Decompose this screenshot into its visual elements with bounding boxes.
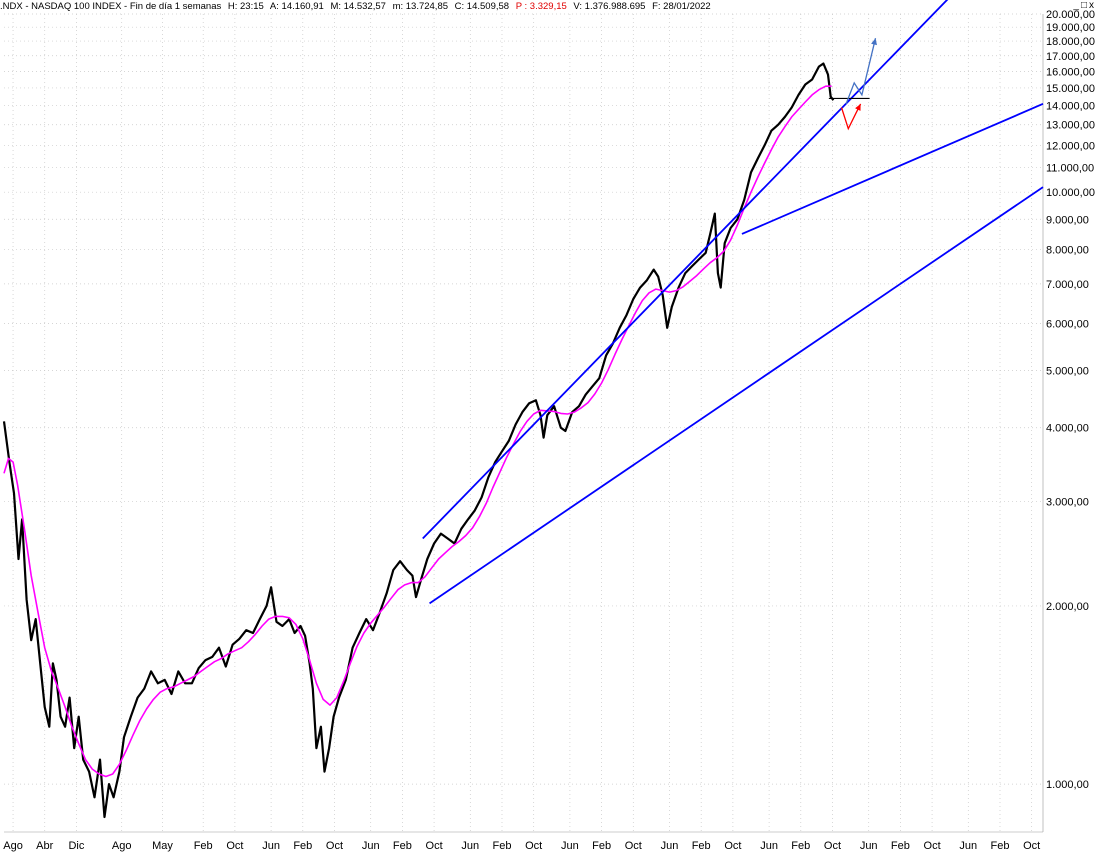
x-tick-label: Jun: [362, 840, 380, 852]
projection-up-arrowhead: [871, 38, 877, 46]
y-tick-label: 6.000,00: [1046, 319, 1089, 331]
y-tick-label: 1.000,00: [1046, 779, 1089, 791]
window-controls[interactable]: _□x: [1073, 0, 1096, 11]
y-tick-label: 10.000,00: [1046, 187, 1095, 199]
y-tick-label: 19.000,00: [1046, 22, 1095, 34]
x-tick-label: Oct: [824, 840, 841, 852]
x-tick-label: Jun: [860, 840, 878, 852]
y-tick-label: 14.000,00: [1046, 101, 1095, 113]
date-label: F: 28/01/2022: [652, 1, 711, 12]
x-tick-label: Feb: [891, 840, 910, 852]
trend-line-2: [429, 186, 1044, 605]
trend-line-1: [422, 0, 949, 540]
max-label: M: 14.532,57: [330, 1, 386, 12]
x-tick-label: Jun: [561, 840, 579, 852]
y-axis: 1.000,00 2.000,00 3.000,00 4.000,00 5.000,00…: [1042, 9, 1095, 832]
x-tick-label: May: [152, 840, 173, 852]
annotations: [828, 38, 877, 131]
y-tick-label: 16.000,00: [1046, 66, 1095, 78]
y-tick-label: 9.000,00: [1046, 214, 1089, 226]
y-tick-label: 15.000,00: [1046, 83, 1095, 95]
close-label: C: 14.509,58: [454, 1, 510, 12]
moving-average-line: [3, 85, 832, 778]
y-tick-label: 2.000,00: [1046, 601, 1089, 613]
price-series-line: [2, 62, 835, 819]
x-tick-label: Oct: [426, 840, 443, 852]
x-tick-label: Feb: [991, 840, 1010, 852]
y-tick-label: 17.000,00: [1046, 51, 1095, 63]
x-tick-label: Oct: [625, 840, 642, 852]
x-tick-label: Feb: [592, 840, 611, 852]
projection-up-path: [845, 38, 877, 105]
x-tick-label: Oct: [525, 840, 542, 852]
projection-down-arrowhead: [855, 103, 861, 111]
min-label: m: 13.724,85: [392, 1, 449, 12]
x-tick-label: Oct: [226, 840, 243, 852]
x-tick-label: Jun: [959, 840, 977, 852]
x-tick-label: Feb: [194, 840, 213, 852]
x-tick-label: Ago: [3, 840, 23, 852]
x-tick-label: Feb: [692, 840, 711, 852]
y-tick-label: 8.000,00: [1046, 245, 1089, 257]
x-tick-label: Abr: [36, 840, 53, 852]
x-axis: Ago Abr Dic Ago May Feb Oct Jun Feb Oct Jun Feb Oct J…: [3, 831, 1043, 852]
volume-label: V: 1.376.988.695: [573, 1, 646, 12]
y-tick-label: 11.000,00: [1046, 163, 1094, 175]
x-tick-label: Jun: [262, 840, 280, 852]
x-tick-label: Dic: [68, 840, 84, 852]
y-tick-label: 7.000,00: [1046, 279, 1089, 291]
y-tick-label: 5.000,00: [1046, 365, 1089, 377]
x-tick-label: Oct: [724, 840, 741, 852]
trend-line-3: [741, 103, 1044, 235]
y-tick-label: 13.000,00: [1046, 120, 1095, 132]
x-tick-label: Oct: [924, 840, 941, 852]
x-tick-label: Feb: [493, 840, 512, 852]
change-label: P : 3.329,15: [515, 1, 567, 12]
x-tick-label: Feb: [791, 840, 810, 852]
high-label: H: 23:15: [227, 1, 264, 12]
x-tick-label: Jun: [760, 840, 778, 852]
open-label: A: 14.160,91: [269, 1, 324, 12]
y-tick-label: 4.000,00: [1046, 423, 1089, 435]
y-tick-label: 3.000,00: [1046, 497, 1089, 509]
grid: [4, 13, 1043, 832]
x-tick-label: Jun: [461, 840, 479, 852]
x-tick-label: Jun: [661, 840, 679, 852]
x-tick-label: Feb: [293, 840, 312, 852]
series-group: [2, 62, 835, 819]
info-bar: .NDX - NASDAQ 100 INDEX - Fin de día 1 s…: [0, 0, 1040, 14]
trend-lines: [422, 0, 1044, 605]
x-tick-label: Oct: [1023, 840, 1040, 852]
y-tick-label: 20.000,00: [1046, 9, 1095, 21]
y-tick-label: 18.000,00: [1046, 36, 1095, 48]
y-tick-label: 12.000,00: [1046, 140, 1095, 152]
x-tick-label: Ago: [112, 840, 132, 852]
x-tick-label: Oct: [326, 840, 343, 852]
symbol-label: .NDX - NASDAQ 100 INDEX - Fin de día 1 s…: [0, 1, 222, 12]
x-tick-label: Feb: [393, 840, 412, 852]
